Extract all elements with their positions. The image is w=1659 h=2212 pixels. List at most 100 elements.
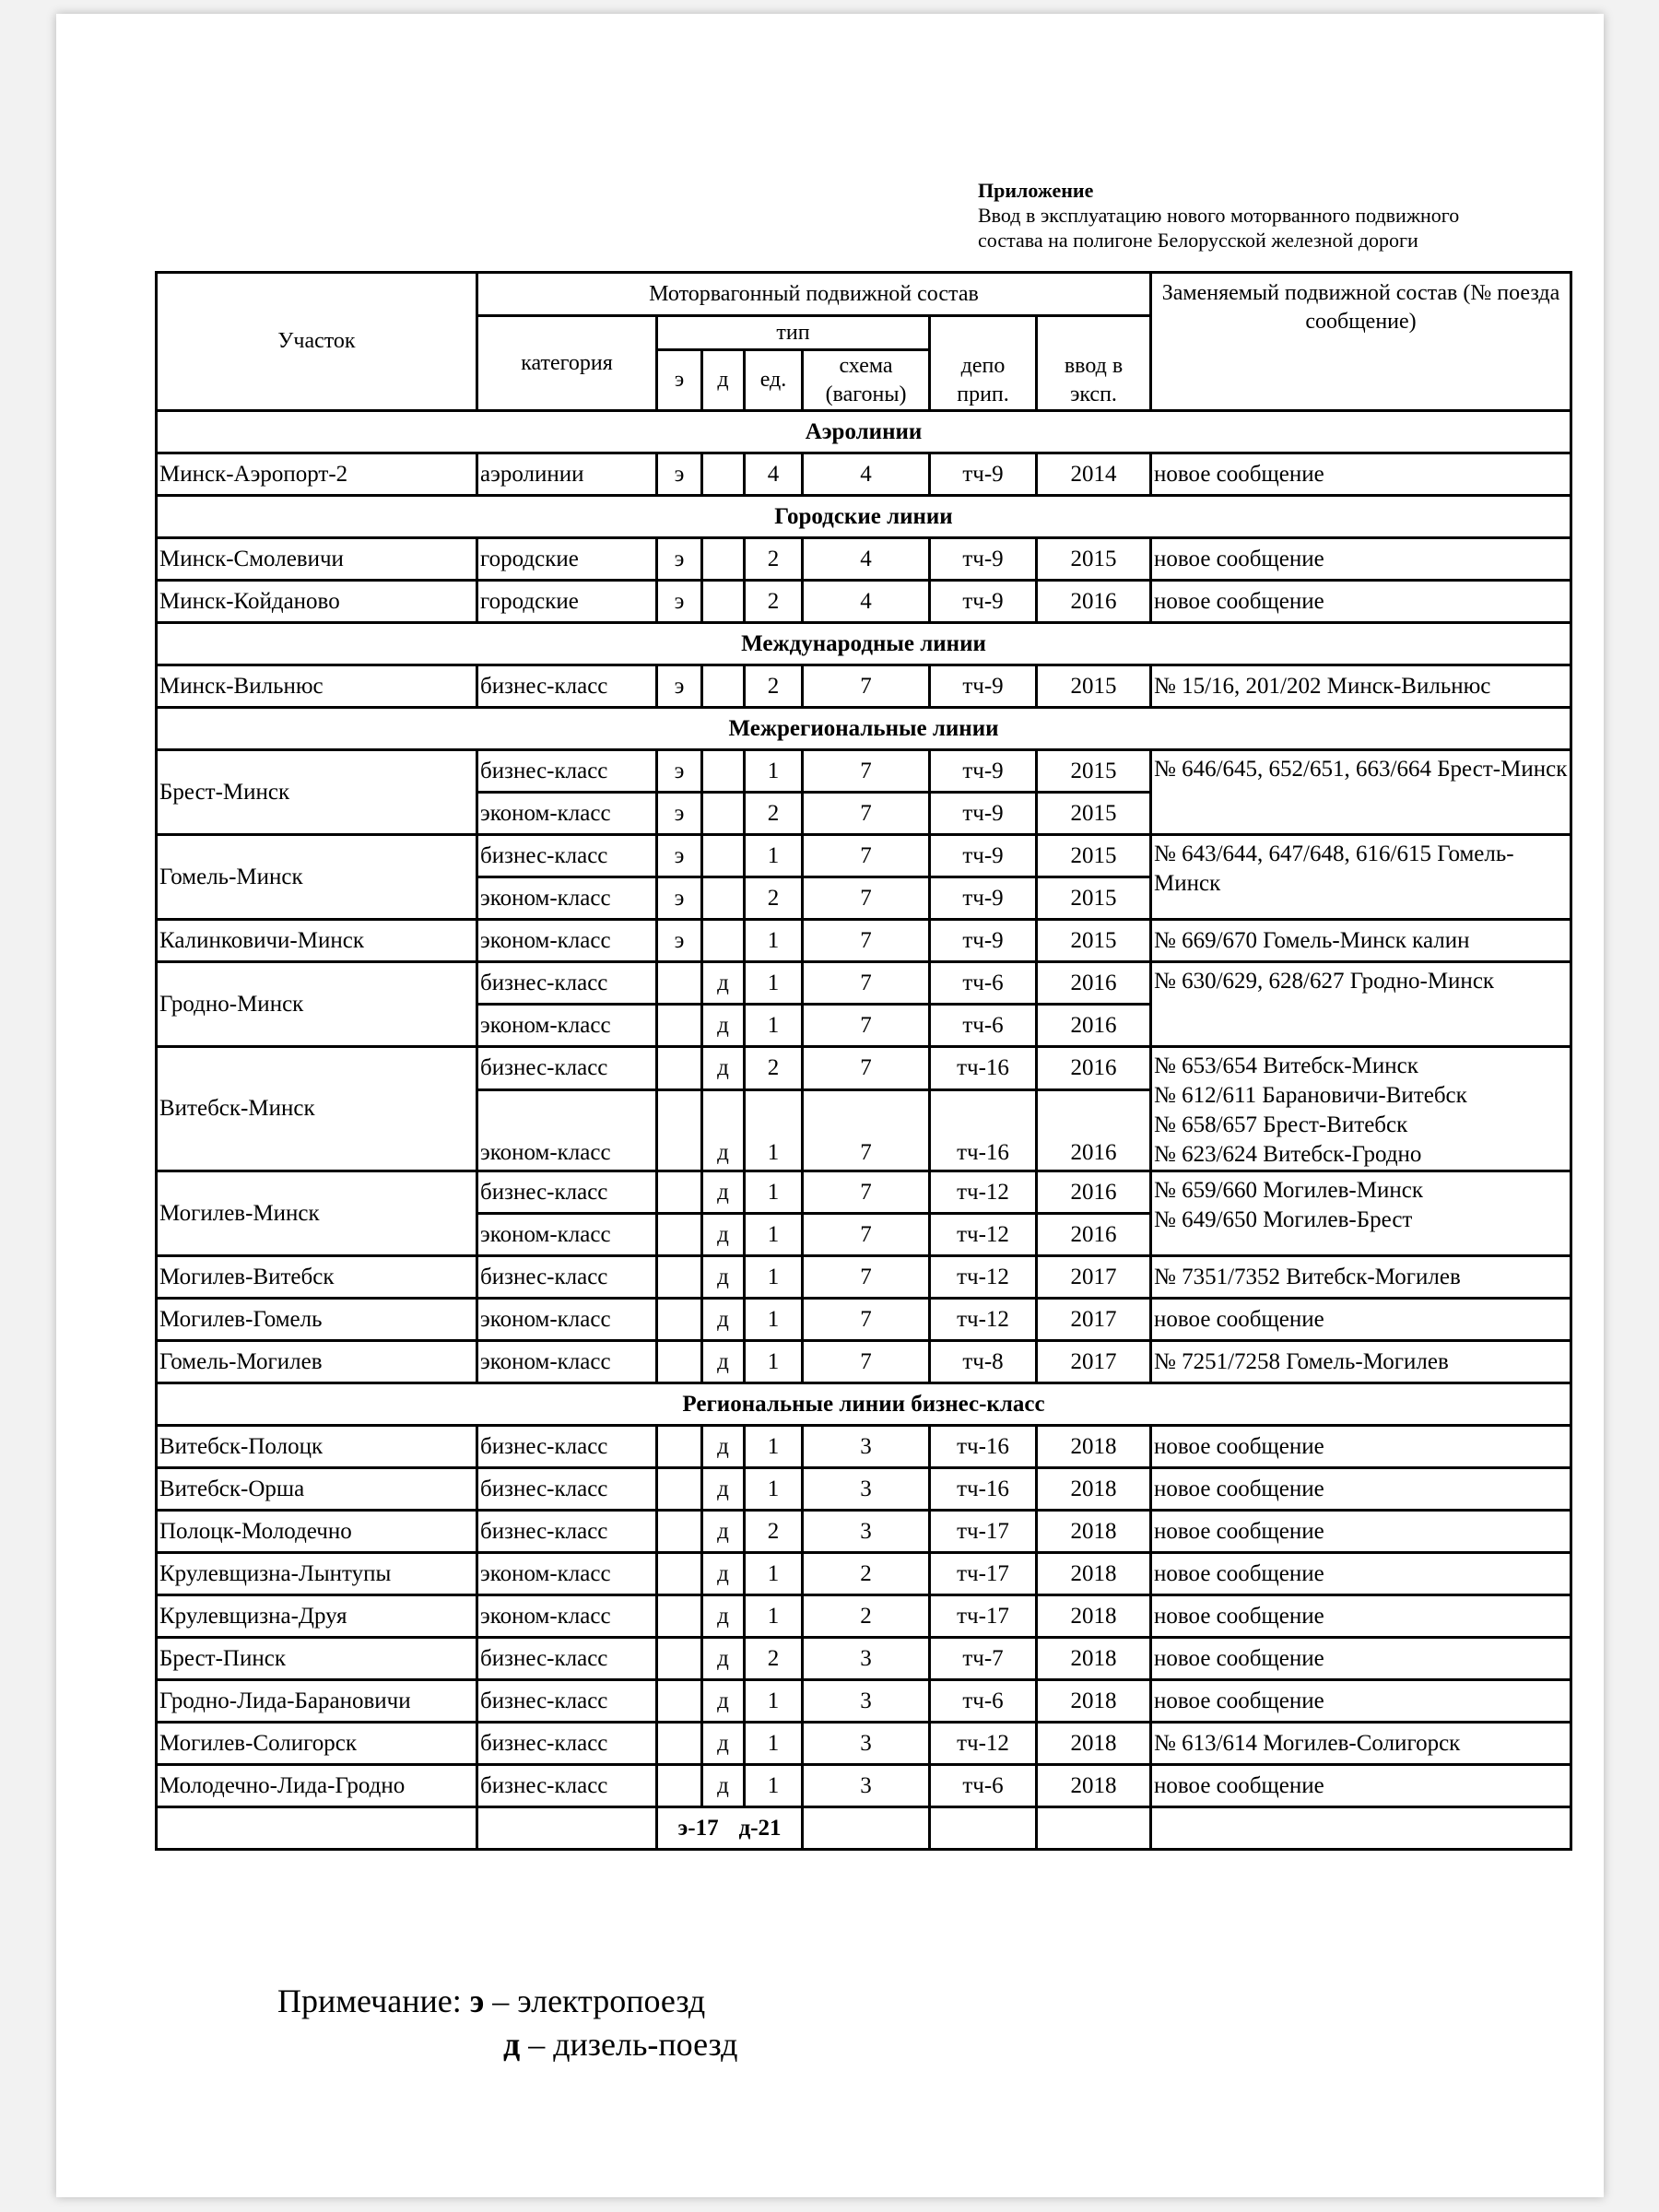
year-cell: 2018 [1035,1509,1152,1554]
electric-cell [655,1003,703,1048]
electric-cell [655,1212,703,1257]
diesel-cell [700,833,746,878]
diesel-cell: д [700,1003,746,1048]
header-depot: депо прип. [928,314,1038,412]
electric-cell [655,1509,703,1554]
electric-cell [655,1678,703,1724]
table-row: Гомель-Могилев эконом-класс д 1 7 тч-8 2017 № 7… [155,1339,1572,1384]
electric-cell [655,1424,703,1469]
section-row: Региональные линии бизнес-класс [155,1382,1572,1427]
electric-cell: э [655,579,703,624]
route-name: Полоцк-Молодечно [155,1509,478,1554]
table-row: Брест-Минск бизнес-класс э 1 7 тч-9 2015 № 646/… [155,748,1572,836]
route-name: Калинковичи-Минск [155,918,478,963]
empty-cell [801,1806,931,1851]
diesel-cell: д [700,1721,746,1766]
diesel-cell [700,664,746,709]
scheme-cell: 7 [801,960,931,1006]
units-cell: 1 [743,748,804,794]
year-cell: 2018 [1035,1636,1152,1681]
replaced-cell: № 7351/7352 Витебск-Могилев [1149,1254,1572,1300]
empty-cell [1035,1806,1152,1851]
scheme-cell: 7 [801,918,931,963]
electric-cell [655,1297,703,1342]
scheme-cell: 7 [801,748,931,794]
electric-cell [655,1339,703,1384]
units-cell: 1 [743,1466,804,1512]
category-cell: эконом-класс [476,791,658,836]
scheme-cell: 7 [801,1254,931,1300]
scheme-cell: 7 [801,876,931,921]
note-line-1: Примечание: э – электропоезд [277,1982,705,2020]
units-cell: 2 [743,579,804,624]
units-cell: 2 [743,1636,804,1681]
year-cell: 2016 [1035,579,1152,624]
section-row: Аэролинии [155,409,1572,454]
category-cell: эконом-класс [476,1339,658,1384]
table-row: эконом-класс э 2 7 тч-9 2015 [157,791,1571,836]
empty-cell [1149,1806,1572,1851]
diesel-cell [700,536,746,582]
diesel-cell: д [700,1594,746,1639]
year-cell: 2015 [1035,833,1152,878]
replaced-cell: № 15/16, 201/202 Минск-Вильнюс [1149,664,1572,709]
diesel-cell: д [700,1424,746,1469]
route-name: Минск-Вильнюс [155,664,478,709]
year-cell: 2016 [1035,1044,1152,1092]
category-cell: аэролинии [476,452,658,497]
route-name: Могилев-Витебск [155,1254,478,1300]
replaced-cell: новое сообщение [1149,452,1572,497]
diesel-cell: д [700,1763,746,1808]
scheme-cell: 7 [801,1170,931,1215]
table-row: Могилев-Минск бизнес-класс д 1 7 тч-12 2016 № 6… [155,1170,1572,1257]
units-cell: 1 [743,918,804,963]
section-row: Межрегиональные линии [155,706,1572,751]
depot-cell: тч-7 [928,1636,1038,1681]
electric-cell [655,1170,703,1215]
total-row: э-17 д-21 [155,1806,1572,1851]
appendix-line-2: состава на полигоне Белорусской железной… [978,229,1418,252]
scheme-cell: 7 [801,1297,931,1342]
units-cell: 1 [743,1721,804,1766]
depot-cell: тч-12 [928,1212,1038,1257]
section-title: Региональные линии бизнес-класс [155,1382,1572,1427]
scheme-cell: 7 [801,833,931,878]
year-cell: 2018 [1035,1721,1152,1766]
category-cell: эконом-класс [476,1003,658,1048]
units-cell: 2 [743,1509,804,1554]
diesel-cell: д [700,1466,746,1512]
table-row: Гомель-Минск бизнес-класс э 1 7 тч-9 2015 № 643… [155,833,1572,921]
note-label: Примечание: [277,1983,462,2019]
replaced-cell: новое сообщение [1149,536,1572,582]
category-cell: эконом-класс [476,1551,658,1596]
depot-cell: тч-9 [928,918,1038,963]
table-row: Минск-Вильнюс бизнес-класс э 2 7 тч-9 2015 № 15… [155,664,1572,709]
category-cell: городские [476,536,658,582]
scheme-cell: 7 [801,1088,931,1172]
table-row: эконом-класс э 2 7 тч-9 2015 [157,876,1571,921]
route-name: Могилев-Гомель [155,1297,478,1342]
diesel-cell [700,579,746,624]
category-cell: бизнес-класс [476,960,658,1006]
category-cell: бизнес-класс [476,1044,658,1092]
diesel-cell: д [700,1170,746,1215]
category-cell: бизнес-класс [476,1170,658,1215]
table-row: Гродно-Минск бизнес-класс д 1 7 тч-6 2016 № 630… [155,960,1572,1048]
table-row: Могилев-Гомель эконом-класс д 1 7 тч-12 2017 но… [155,1297,1572,1342]
header-mvps: Моторвагонный подвижной состав [476,271,1152,317]
depot-cell: тч-6 [928,960,1038,1006]
electric-cell [655,1636,703,1681]
year-cell: 2016 [1035,1212,1152,1257]
depot-cell: тч-9 [928,579,1038,624]
category-cell: городские [476,579,658,624]
table-row: эконом-класс д 1 7 тч-6 2016 [157,1003,1571,1048]
year-cell: 2018 [1035,1678,1152,1724]
category-cell: бизнес-класс [476,1466,658,1512]
year-cell: 2016 [1035,1088,1152,1172]
table-row: Минск-Аэропорт-2 аэролинии э 4 4 тч-9 2014 ново… [155,452,1572,497]
diesel-cell: д [700,1339,746,1384]
scheme-cell: 4 [801,452,931,497]
header-scheme: схема (вагоны) [801,348,931,412]
header-type: тип [655,314,931,351]
scheme-cell: 2 [801,1594,931,1639]
